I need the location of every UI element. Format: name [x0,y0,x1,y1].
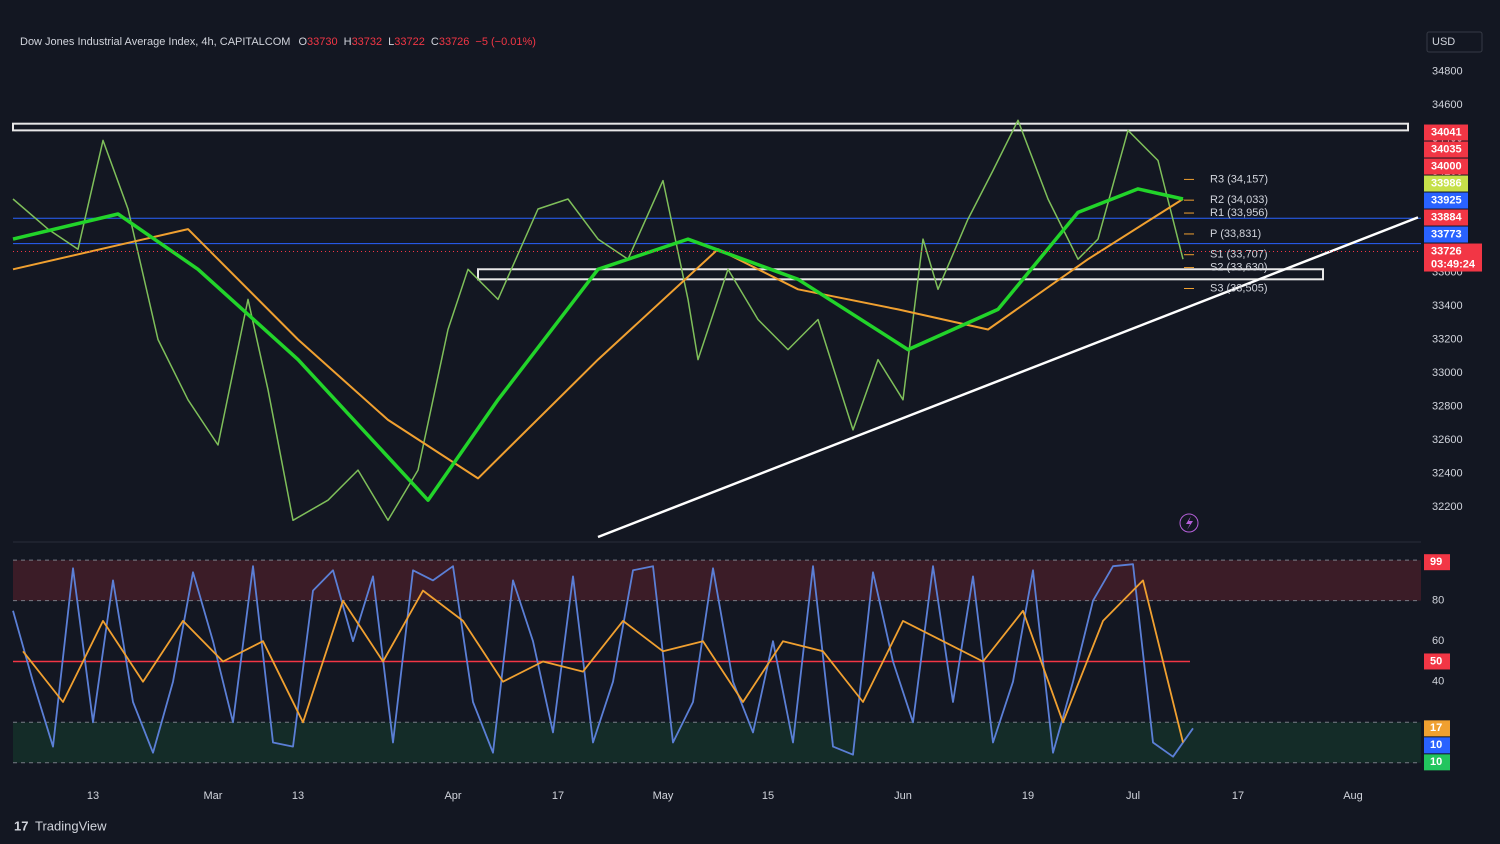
price-tag [1424,243,1482,260]
pivot-label: S3 (33,505) [1210,282,1267,294]
y-tick-label: 32800 [1432,400,1463,412]
y-tick-label: 34800 [1432,66,1463,78]
osc-tag [1424,737,1450,754]
ohlc-label: O [298,36,307,48]
osc-tick-label: 80 [1432,595,1444,607]
x-tick-label: Jul [1126,790,1140,802]
price-tag [1424,192,1468,209]
x-tick-label: May [653,790,674,802]
y-tick-label: 33400 [1432,300,1463,312]
ohlc-value: 33730 [307,36,338,48]
pivot-label: R2 (34,033) [1210,194,1268,206]
price-tag-label: 34000 [1431,160,1462,172]
x-tick-label: Apr [444,790,461,802]
change: −5 (−0.01%) [475,36,536,48]
pivot-label: R3 (34,157) [1210,173,1268,185]
zone [12,122,1409,132]
y-tick-label: 32600 [1432,434,1463,446]
pivot-label: S1 (33,707) [1210,249,1267,261]
price-tag [1424,141,1468,158]
price-tag [1424,175,1468,192]
osc-tag [1424,754,1450,771]
ohlc-label: L [388,36,394,48]
trendline [597,216,1419,539]
y-tick-label: 33000 [1432,367,1463,379]
x-tick-label: 13 [292,790,304,802]
price-tag-label: 33773 [1431,228,1462,240]
osc-tag-label: 10 [1430,739,1442,751]
y-tick-label: 34600 [1432,99,1463,111]
x-tick-label: 17 [552,790,564,802]
brand[interactable]: TradingView [35,818,107,833]
osc-tick-label: 60 [1432,635,1444,647]
header: Dow Jones Industrial Average Index, 4h, … [20,36,536,48]
osc-tag-label: 99 [1430,556,1442,568]
price-tag-label: 33925 [1431,194,1462,206]
alert-bolt [1186,516,1193,530]
y-tick-label: 32400 [1432,467,1463,479]
price-tag [1424,209,1468,226]
osc-tag [1424,554,1450,571]
osc-tag-label: 17 [1430,722,1442,734]
x-tick-label: Mar [204,790,223,802]
price-tag-label: 33986 [1431,177,1462,189]
ohlc-label: H [344,36,352,48]
osc-tag-label: 10 [1430,756,1442,768]
ohlc-value: 33726 [439,36,470,48]
price-tag [1424,226,1468,243]
countdown-bg [1424,257,1482,272]
currency[interactable]: USD [1432,36,1455,48]
y-tick-label: 32200 [1432,501,1463,513]
price-tag [1424,124,1468,141]
oversold-band [13,722,1421,763]
x-tick-label: 19 [1022,790,1034,802]
price-tag [1424,158,1468,175]
price-line [12,187,1184,502]
zone [477,268,1324,281]
x-tick-label: Jun [894,790,912,802]
x-tick-label: Aug [1343,790,1363,802]
alert-icon[interactable] [1179,513,1199,533]
chart-title: Dow Jones Industrial Average Index, 4h, … [20,36,290,48]
brand-logo[interactable]: 17 [14,818,28,833]
osc-tick-label: 40 [1432,676,1444,688]
ohlc-label: C [431,36,439,48]
ohlc-value: 33722 [394,36,425,48]
x-tick-label: 15 [762,790,774,802]
osc-tag-label: 50 [1430,655,1442,667]
price-tag-label: 34041 [1431,126,1462,138]
pivot-label: P (33,831) [1210,228,1261,240]
pivot-label: S2 (33,630) [1210,261,1267,273]
x-tick-label: 13 [87,790,99,802]
x-tick-label: 17 [1232,790,1244,802]
countdown: 03:49:24 [1431,258,1476,270]
price-line [12,198,1184,480]
ohlc-value: 33732 [352,36,383,48]
osc-tag [1424,720,1450,737]
ohlc: O33730 H33732 L33722 C33726 [298,36,469,48]
oscillator-line [22,579,1184,743]
y-tick-label: 33200 [1432,333,1463,345]
price-tag-label: 33726 [1431,245,1462,257]
price-tag-label: 33884 [1431,211,1462,223]
oscillator-line [12,563,1194,758]
pivot-label: R1 (33,956) [1210,207,1268,219]
osc-tag [1424,653,1450,670]
price-tag-label: 34035 [1431,143,1462,155]
currency-box[interactable] [1426,31,1483,53]
